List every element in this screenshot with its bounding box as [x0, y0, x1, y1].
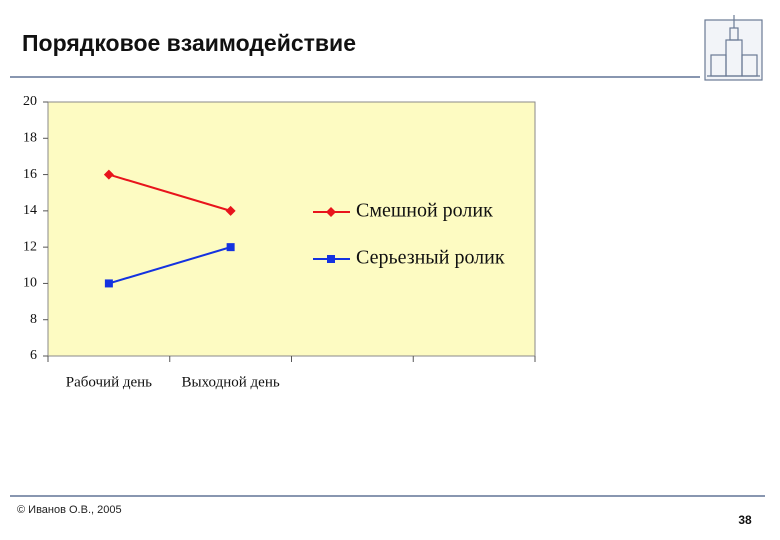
- series-line: [108, 173, 231, 212]
- x-tick-label: Выходной день: [182, 374, 280, 390]
- logo: [704, 15, 763, 81]
- y-tick-label: 6: [30, 348, 37, 363]
- marker: [327, 255, 335, 263]
- plot-area: [47, 101, 536, 357]
- footer-text: © Иванов О.В., 2005: [17, 504, 122, 516]
- y-tick-label: 16: [23, 167, 37, 182]
- x-tick-label: Рабочий день: [66, 374, 152, 390]
- y-tick-label: 12: [23, 239, 37, 254]
- y-tick-label: 20: [23, 94, 37, 109]
- legend-label: Смешной ролик: [356, 200, 493, 222]
- y-tick-label: 18: [23, 131, 37, 146]
- marker: [104, 279, 113, 288]
- legend-label: Серьезный ролик: [356, 247, 505, 269]
- y-tick-label: 10: [23, 276, 37, 291]
- marker: [226, 243, 235, 252]
- marker: [225, 205, 236, 216]
- marker: [103, 169, 114, 180]
- y-tick-label: 14: [23, 203, 37, 218]
- marker: [326, 207, 336, 217]
- y-tick-label: 8: [30, 312, 37, 327]
- page-number: 38: [738, 513, 752, 527]
- slide-title: Порядковое взаимодействие: [22, 30, 356, 56]
- series-line: [108, 246, 231, 285]
